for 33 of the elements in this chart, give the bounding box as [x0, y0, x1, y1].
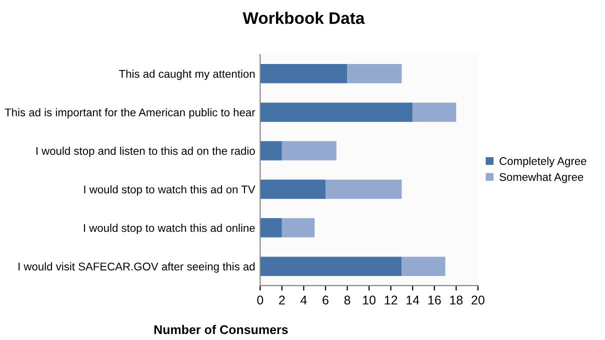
bar	[260, 102, 413, 122]
x-tick-label: 4	[300, 296, 307, 304]
y-tick-label: This ad caught my attention	[119, 70, 255, 80]
bar	[412, 102, 456, 122]
bar	[260, 256, 402, 276]
x-tick-label: 2	[279, 296, 285, 304]
bar	[282, 218, 315, 238]
y-tick-label: I would visit SAFECAR.GOV after seeing this ad	[18, 262, 255, 273]
legend-label: Somewhat Agree	[500, 172, 584, 184]
bar	[260, 64, 348, 84]
legend-label: Completely Agree	[500, 156, 586, 168]
bar	[282, 141, 336, 160]
x-tick-label: 18	[450, 296, 463, 305]
chart-title: Workbook Data	[242, 12, 365, 24]
bar	[260, 180, 326, 199]
x-tick-label: 8	[344, 296, 350, 305]
bar	[347, 64, 402, 84]
x-axis-title: Number of Consumers	[154, 324, 288, 334]
x-tick-label: 16	[428, 296, 441, 305]
x-tick-label: 6	[322, 296, 328, 305]
x-tick-label: 10	[363, 296, 376, 305]
x-tick-label: 0	[257, 296, 264, 305]
y-tick-label: I would stop and listen to this ad on the radio	[36, 146, 255, 158]
y-tick-label: I would stop to watch this ad on TV	[84, 185, 256, 196]
bar	[402, 256, 446, 276]
y-tick-label: I would stop to watch this ad online	[84, 224, 255, 234]
bar	[260, 218, 282, 238]
bar	[260, 141, 282, 160]
x-tick-label: 20	[472, 296, 484, 305]
x-tick-label: 12	[384, 296, 398, 304]
y-tick-label: This ad is important for the American public to hear	[4, 108, 256, 119]
bar	[325, 180, 402, 199]
x-tick-label: 14	[406, 296, 420, 304]
